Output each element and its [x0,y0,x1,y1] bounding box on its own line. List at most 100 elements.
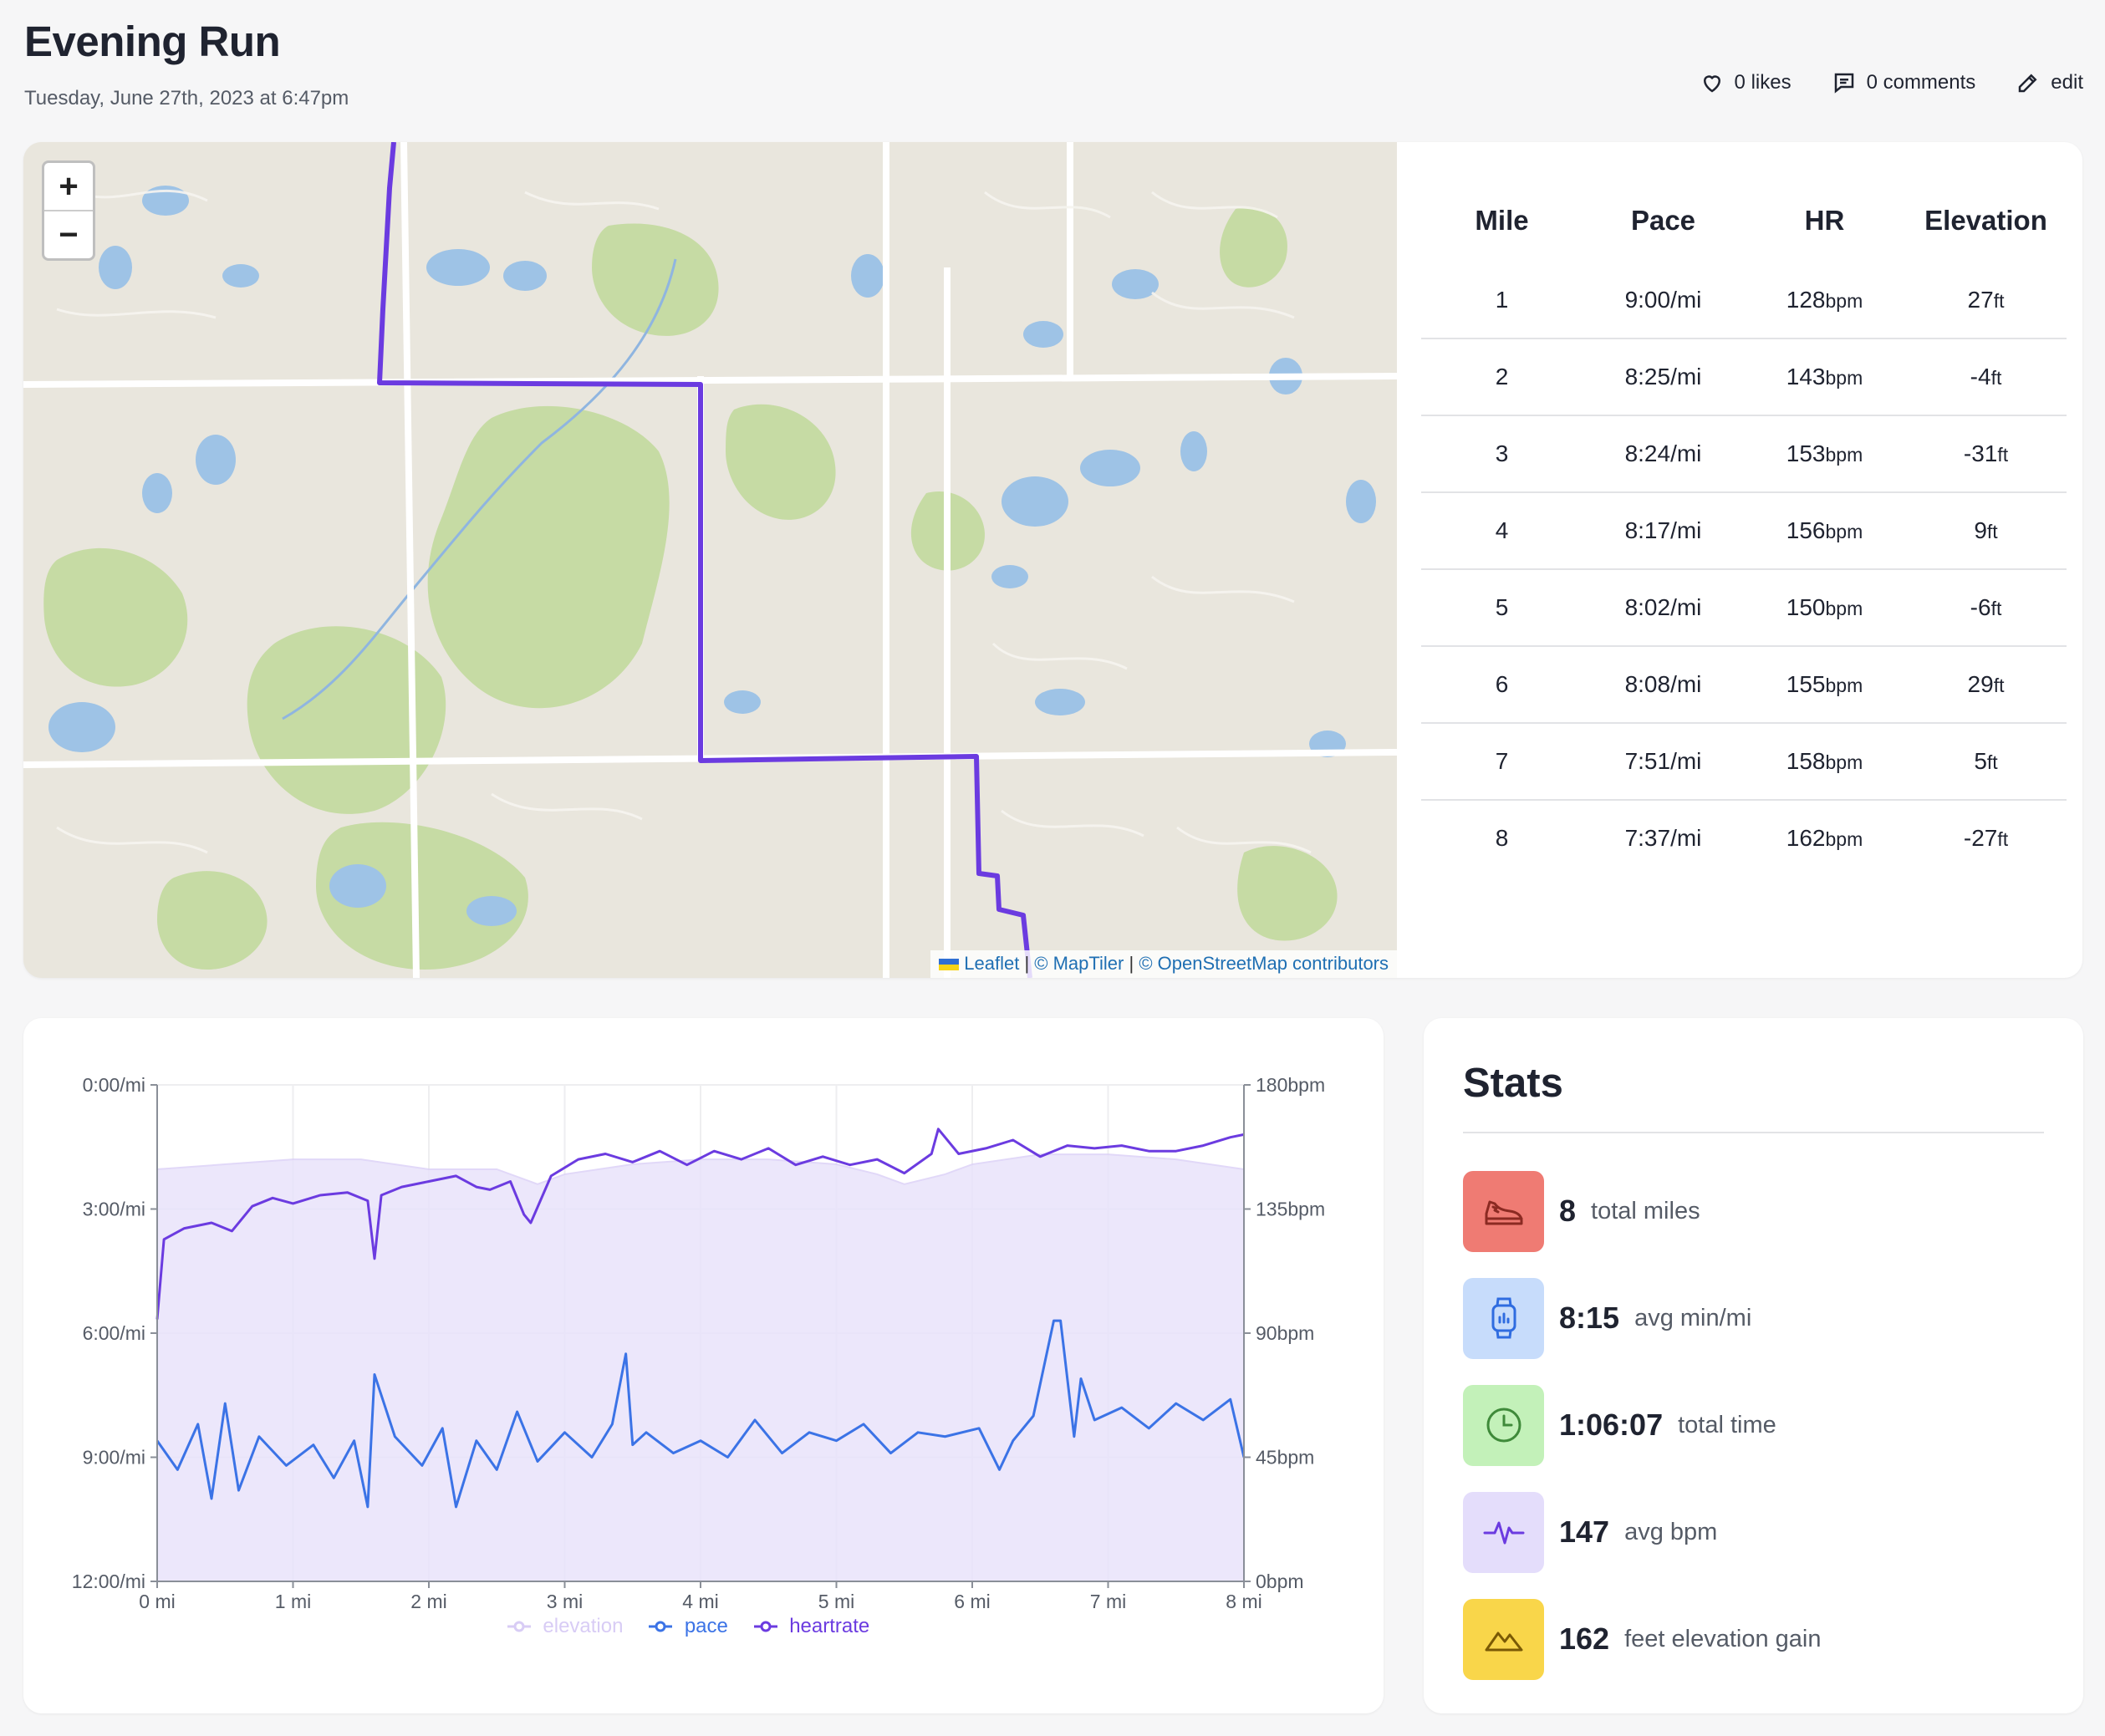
mountain-icon [1463,1598,1544,1680]
split-pace: 8:02/mi [1624,594,1702,620]
split-hr-unit: bpm [1825,598,1863,619]
stat-label: avg bpm [1624,1518,1718,1545]
split-elevation-unit: ft [1986,521,1998,542]
split-elevation: -27ft [1905,825,2067,852]
split-hr-value: 128 [1786,287,1826,313]
left-tick-label: 3:00/mi [83,1199,145,1220]
split-row: 4 8:17/mi 156bpm 9ft [1421,493,2067,570]
legend-pace[interactable]: pace [649,1615,740,1637]
elevation-area [156,1153,1245,1582]
split-hr-value: 158 [1786,748,1826,774]
split-elevation-unit: ft [1997,444,2009,466]
osm-link[interactable]: © OpenStreetMap contributors [1139,953,1389,974]
split-hr-value: 153 [1786,440,1826,466]
pencil-icon [2019,74,2037,93]
route-path [377,142,1032,978]
likes-label: 0 likes [1734,71,1792,94]
split-mile: 1 [1495,287,1509,313]
stat-item: 147 avg bpm [1463,1491,1717,1573]
split-row: 8 7:37/mi 162bpm -27ft [1421,801,2067,876]
attribution-separator: | [1124,953,1139,974]
pulse-icon [1463,1491,1544,1573]
pace-line [155,1319,1246,1509]
split-elevation-value: 29 [1967,671,1994,697]
split-elevation: 29ft [1905,671,2067,698]
likes-button[interactable]: 0 likes [1700,70,1792,95]
legend-heartrate[interactable]: heartrate [753,1615,877,1637]
legend-elevation[interactable]: elevation [507,1615,635,1637]
splits-header-row: Mile Pace HR Elevation [1421,179,2067,262]
split-row: 7 7:51/mi 158bpm 5ft [1421,724,2067,801]
split-row: 3 8:24/mi 153bpm -31ft [1421,416,2067,493]
stat-label: avg min/mi [1634,1304,1752,1331]
split-elevation-value: -27 [1963,825,1998,851]
legend-pace-label: pace [684,1615,728,1637]
split-mile: 5 [1495,594,1509,620]
split-mile: 6 [1495,671,1509,697]
legend-heartrate-label: heartrate [789,1615,870,1637]
split-elevation-value: 5 [1974,748,1987,774]
route-map[interactable]: + − Leaflet | © MapTiler | © OpenStreetM… [23,142,1397,978]
shoe-icon [1463,1170,1544,1252]
x-tick-label: 1 mi [275,1591,311,1612]
watch-icon [1463,1277,1544,1359]
split-elevation-value: 9 [1974,517,1987,543]
stat-value: 162 [1559,1621,1610,1656]
split-mile: 7 [1495,748,1509,774]
split-hr-unit: bpm [1825,521,1863,542]
stat-label: total miles [1591,1197,1700,1224]
split-hr-unit: bpm [1825,444,1863,466]
split-pace: 8:25/mi [1624,364,1702,389]
right-tick-label: 0bpm [1256,1571,1304,1592]
zoom-control: + − [42,160,95,261]
split-mile: 3 [1495,440,1509,466]
comments-label: 0 comments [1866,71,1976,94]
heartrate-line [155,1128,1245,1320]
split-elevation-unit: ft [1986,751,1998,773]
right-tick-label: 180bpm [1256,1074,1325,1096]
header-mile: Mile [1475,205,1529,236]
split-pace: 7:37/mi [1624,825,1702,851]
heart-icon [1703,75,1720,93]
zoom-in-button[interactable]: + [59,167,79,205]
stats-title: Stats [1463,1061,1563,1106]
split-pace: 8:08/mi [1624,671,1702,697]
chart-card: 0:00/mi 3:00/mi 6:00/mi 9:00/mi 12:00/mi 180b… [23,1018,1384,1713]
split-pace: 8:17/mi [1624,517,1702,543]
stat-label: total time [1678,1411,1776,1438]
split-pace: 7:51/mi [1624,748,1702,774]
split-hr-value: 150 [1786,594,1826,620]
split-hr: 162bpm [1744,825,1905,852]
maptiler-link[interactable]: © MapTiler [1034,953,1124,974]
x-tick-label: 2 mi [410,1591,446,1612]
x-tick-label: 4 mi [682,1591,718,1612]
stat-value: 8 [1559,1194,1577,1228]
split-elevation-unit: ft [1997,828,2009,850]
split-hr-unit: bpm [1825,290,1863,312]
split-hr-unit: bpm [1825,751,1863,773]
split-mile: 8 [1495,825,1509,851]
x-tick-label: 7 mi [1090,1591,1126,1612]
activity-header: Evening Run Tuesday, June 27th, 2023 at … [24,15,349,110]
splits-table: Mile Pace HR Elevation 1 9:00/mi 128bpm 27f… [1421,179,2067,876]
comments-button[interactable]: 0 comments [1832,70,1976,95]
stat-label: feet elevation gain [1624,1625,1822,1652]
split-elevation: -6ft [1905,594,2067,621]
edit-button[interactable]: edit [2016,70,2083,95]
leaflet-link[interactable]: Leaflet [964,953,1020,974]
split-hr: 153bpm [1744,440,1905,467]
stat-item: 162 feet elevation gain [1463,1598,1821,1680]
split-elevation-unit: ft [1990,367,2002,389]
split-row: 1 9:00/mi 128bpm 27ft [1421,262,2067,339]
stat-value: 1:06:07 [1559,1408,1664,1442]
split-elevation-value: -6 [1970,594,1991,620]
right-tick-label: 45bpm [1256,1447,1314,1469]
pace-heartrate-chart[interactable]: 0:00/mi 3:00/mi 6:00/mi 9:00/mi 12:00/mi 180b… [23,1018,1384,1713]
split-row: 2 8:25/mi 143bpm -4ft [1421,339,2067,416]
zoom-out-button[interactable]: − [44,210,93,258]
header-pace: Pace [1630,205,1696,236]
split-pace: 8:24/mi [1624,440,1702,466]
split-elevation: -4ft [1905,364,2067,390]
split-elevation-unit: ft [1993,675,2005,696]
split-hr: 155bpm [1744,671,1905,698]
